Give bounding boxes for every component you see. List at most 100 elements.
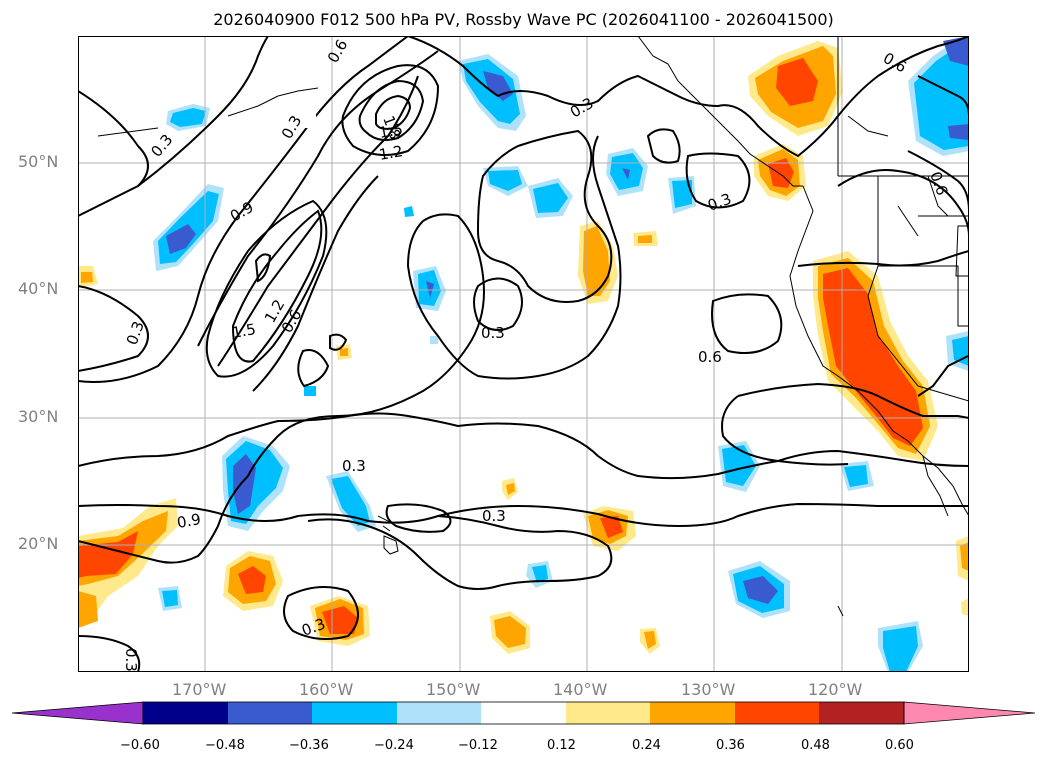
pv-contour	[205, 199, 328, 378]
pv-contour	[137, 36, 269, 187]
anomaly-blob	[844, 465, 868, 487]
anomaly-blob	[494, 616, 526, 648]
pv-contour	[917, 355, 969, 397]
pv-contour	[837, 169, 969, 237]
contour-label: 0.3	[482, 507, 506, 525]
anomaly-blob	[506, 483, 515, 495]
lat-label: 20°N	[18, 534, 59, 553]
pv-contour	[329, 333, 348, 351]
anomaly-blob	[961, 598, 969, 616]
colorbar-extend-low	[11, 701, 144, 725]
anomaly-blob	[162, 590, 178, 607]
anomaly-blob	[233, 454, 256, 514]
pv-contour	[78, 285, 149, 372]
pv-contour	[252, 175, 379, 392]
contour-label: 0.3	[481, 324, 505, 342]
pv-contour	[473, 277, 523, 331]
anomaly-blob	[331, 476, 370, 526]
pv-contour	[217, 75, 419, 367]
anomaly-blob	[583, 226, 610, 296]
anomaly-blob	[78, 531, 138, 578]
anomaly-blob	[404, 206, 414, 217]
pv-contour	[307, 515, 613, 590]
anomaly-blob	[644, 631, 656, 649]
pv-contour	[685, 152, 751, 209]
colorbar-segment	[650, 702, 735, 724]
anomaly-blob	[722, 445, 756, 486]
pv-contour	[78, 213, 485, 564]
contour-label: 1.5	[378, 120, 405, 142]
anomaly-blob	[78, 591, 98, 628]
anomaly-blob	[532, 565, 548, 583]
lon-label: 130°W	[681, 680, 736, 699]
lat-label: 40°N	[18, 279, 59, 298]
pv-contour	[283, 586, 359, 641]
pv-contour	[476, 129, 613, 303]
lon-label: 140°W	[553, 680, 608, 699]
colorbar-tick-label: −0.36	[289, 738, 329, 753]
contour-label: 0.3	[122, 648, 140, 672]
pv-contour	[297, 349, 330, 388]
anomaly-blob	[81, 272, 93, 283]
anomaly-blob	[948, 124, 969, 140]
colorbar-segment	[735, 702, 819, 724]
lon-label: 150°W	[426, 680, 481, 699]
anomaly-blob	[622, 168, 630, 180]
colorbar-segment	[566, 702, 650, 724]
colorbar-tick-label: −0.12	[458, 738, 498, 753]
anomaly-blob	[304, 386, 316, 396]
colorbar-segment	[143, 702, 228, 724]
colorbar-tick-label: −0.48	[205, 738, 245, 753]
anomaly-blob	[533, 183, 568, 213]
contour-label: 1.5	[231, 320, 258, 342]
anomaly-blob	[322, 606, 358, 634]
pv-contour	[78, 36, 409, 383]
anomaly-blob	[776, 58, 818, 106]
pv-contour	[78, 635, 141, 672]
lon-label: 170°W	[172, 680, 227, 699]
lat-label: 30°N	[18, 407, 59, 426]
pv-contour	[78, 502, 969, 528]
anomaly-blob	[600, 516, 623, 538]
lon-label: 160°W	[299, 680, 354, 699]
colorbar-tick-label: −0.24	[374, 738, 414, 753]
colorbar-tick-label: 0.48	[801, 738, 830, 753]
colorbar-tick-label: 0.60	[885, 738, 914, 753]
anomaly-blob	[638, 235, 652, 243]
colorbar-tick-label: 0.36	[716, 738, 745, 753]
contour-label: 0.9	[176, 510, 203, 532]
map-canvas: 0.6 0.3 0.3 0.3 0.9 1.2 1.5 0.6 1.8 1.5 …	[78, 36, 969, 672]
anomaly-blob	[238, 566, 266, 594]
pv-contour	[406, 135, 622, 380]
pv-contour	[407, 36, 969, 158]
pv-contour	[78, 412, 969, 480]
anomaly-blob	[170, 108, 206, 127]
contour-label: 0.6	[698, 348, 722, 366]
colorbar-segment	[481, 702, 566, 724]
contour-label: 1.2	[378, 142, 405, 164]
pv-contour	[646, 128, 681, 164]
anomaly-blob	[823, 268, 923, 446]
map-frame	[78, 36, 969, 672]
pv-contour	[341, 64, 440, 156]
pv-contour	[385, 503, 452, 533]
map-title: 2026040900 F012 500 hPa PV, Rossby Wave …	[213, 10, 834, 29]
pv-contour	[78, 90, 149, 217]
contour-label: 0.3	[342, 457, 366, 475]
colorbar-segment	[819, 702, 904, 724]
pv-contour	[375, 94, 412, 130]
anomaly-blob	[672, 180, 692, 208]
lon-label: 120°W	[808, 680, 863, 699]
colorbar-segment	[397, 702, 481, 724]
colorbar-tick-label: 0.12	[547, 738, 576, 753]
colorbar-extend-high	[903, 701, 1036, 725]
pv-contour	[737, 382, 969, 419]
pv-contour	[797, 250, 969, 267]
pv-contour	[721, 395, 849, 466]
pv-contour	[254, 253, 272, 283]
lat-label: 50°N	[18, 152, 59, 171]
anomaly-blob	[340, 348, 348, 356]
colorbar-segment	[228, 702, 312, 724]
anomaly-blob	[743, 576, 778, 604]
negative-anomaly-fills	[153, 36, 969, 672]
